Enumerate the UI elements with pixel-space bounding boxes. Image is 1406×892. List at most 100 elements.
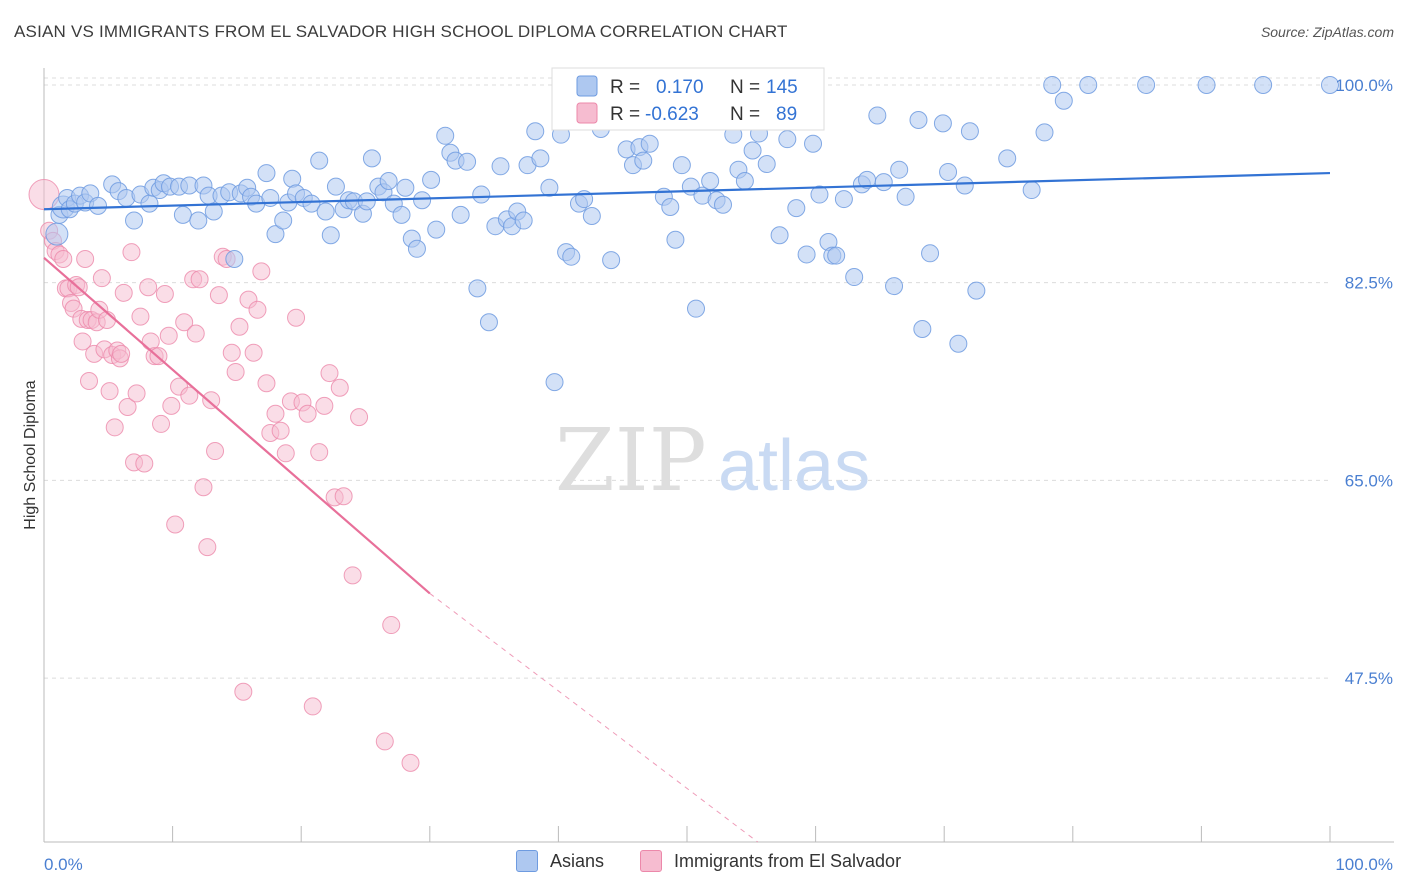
- salvador-point: [139, 278, 158, 297]
- legend-label-salvador: Immigrants from El Salvador: [674, 850, 902, 871]
- asians-point: [1321, 75, 1339, 94]
- asians-point: [266, 225, 285, 244]
- asians-point: [396, 178, 415, 197]
- asians-point: [545, 373, 564, 392]
- salvador-point: [131, 307, 150, 326]
- watermark: ZIP atlas: [555, 411, 870, 511]
- salvador-point: [198, 538, 217, 557]
- salvador-point: [159, 326, 178, 345]
- salvador-point: [209, 286, 228, 305]
- salvador-point: [180, 386, 199, 405]
- stats-legend: R = 0.170 N = 145 R = -0.623 N = 89: [551, 67, 825, 131]
- salvador-point: [135, 454, 154, 473]
- salvador-point: [401, 753, 420, 772]
- y-axis-label: High School Diploma: [22, 380, 39, 530]
- salvador-point: [222, 343, 241, 362]
- asians-point: [661, 197, 680, 216]
- salvador-point: [266, 404, 285, 423]
- salvador-point: [257, 374, 276, 393]
- asians-point: [602, 251, 621, 270]
- legend-item-asians[interactable]: Asians: [516, 850, 604, 872]
- asians-point: [531, 149, 550, 168]
- asians-point: [407, 239, 426, 258]
- salvador-point: [206, 442, 225, 461]
- stats-n-label-salvador: N =: [730, 104, 760, 125]
- asians-point: [955, 176, 974, 195]
- stats-n-value-salvador: 89: [776, 104, 797, 125]
- stats-r-label-salvador: R =: [610, 104, 640, 125]
- asians-point: [45, 222, 69, 246]
- asians-point: [896, 187, 915, 206]
- asians-point: [379, 171, 398, 190]
- asians-point: [778, 130, 797, 149]
- asians-point: [634, 151, 653, 170]
- salvador-point: [234, 682, 253, 701]
- asians-point: [885, 277, 904, 296]
- asians-point: [562, 247, 581, 266]
- asians-point: [1137, 75, 1156, 94]
- legend-label-asians: Asians: [550, 850, 605, 871]
- asians-point: [770, 226, 789, 245]
- asians-point: [479, 313, 498, 332]
- salvador-point: [310, 443, 329, 462]
- salvador-point: [226, 362, 245, 381]
- y-tick-label: 100.0%: [1335, 76, 1393, 95]
- asians-point: [362, 149, 381, 168]
- salvador-point: [76, 249, 95, 268]
- asians-point: [204, 202, 223, 221]
- asians-point: [640, 134, 659, 153]
- asians-point: [874, 173, 893, 192]
- salvador-point: [303, 697, 322, 716]
- asians-point: [933, 114, 952, 133]
- salvador-point: [350, 408, 369, 427]
- salvador-point: [248, 300, 267, 319]
- stats-legend-swatch-asians: [576, 75, 598, 97]
- salvador-point: [194, 478, 213, 497]
- asians-point: [316, 202, 335, 221]
- legend-item-salvador[interactable]: Immigrants from El Salvador: [640, 850, 901, 872]
- asians-point: [189, 211, 208, 230]
- salvador-point: [190, 270, 209, 289]
- salvador-point: [54, 249, 73, 268]
- asians-point: [1079, 75, 1098, 94]
- asians-point: [757, 155, 776, 174]
- asians-point: [436, 126, 455, 145]
- salvador-point: [244, 343, 263, 362]
- salvador-point: [230, 317, 249, 336]
- salvador-point: [271, 421, 290, 440]
- asians-point: [422, 170, 441, 189]
- trend-line-salvador-extension: [429, 593, 759, 843]
- asians-point: [582, 207, 601, 226]
- asians-point: [743, 141, 762, 160]
- series-asians-points: [45, 75, 1339, 392]
- asians-point: [868, 106, 887, 125]
- salvador-point: [118, 397, 137, 416]
- y-tick-labels: 47.5% 65.0% 82.5% 100.0%: [1335, 76, 1393, 688]
- y-tick-label: 47.5%: [1345, 669, 1393, 688]
- salvador-point: [155, 284, 174, 303]
- asians-point: [714, 195, 733, 214]
- asians-point: [735, 171, 754, 190]
- y-tick-label: 65.0%: [1345, 471, 1393, 490]
- salvador-point: [276, 444, 295, 463]
- salvador-point: [320, 364, 339, 383]
- salvador-point: [105, 418, 124, 437]
- salvador-point: [92, 269, 111, 288]
- salvador-point: [80, 371, 99, 390]
- asians-point: [274, 211, 293, 230]
- salvador-point: [175, 313, 194, 332]
- asians-point: [173, 205, 192, 224]
- salvador-point: [100, 382, 119, 401]
- salvador-point: [375, 732, 394, 751]
- watermark-zip: ZIP: [555, 411, 707, 511]
- asians-point: [257, 164, 276, 183]
- asians-point: [472, 185, 491, 204]
- asians-point: [804, 134, 823, 153]
- asians-point: [701, 171, 720, 190]
- asians-point: [890, 160, 909, 179]
- stats-n-label-asians: N =: [730, 77, 760, 98]
- asians-point: [687, 299, 706, 318]
- salvador-point: [73, 332, 92, 351]
- bottom-legend: Asians Immigrants from El Salvador: [0, 850, 1406, 880]
